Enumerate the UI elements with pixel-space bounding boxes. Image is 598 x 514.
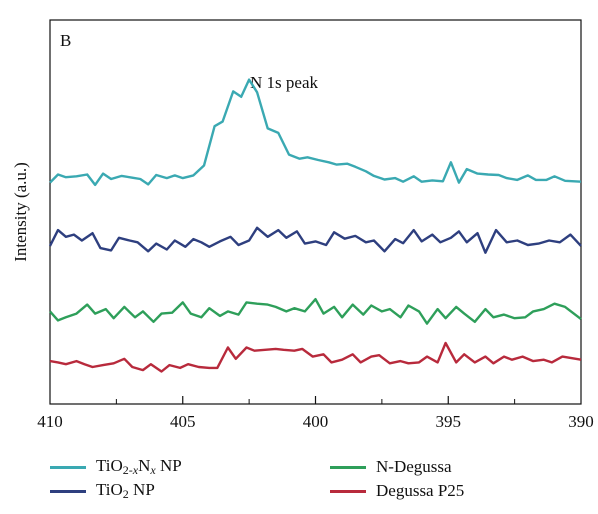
legend-swatch <box>50 465 86 469</box>
legend-item: TiO2 NP <box>50 480 155 502</box>
legend-swatch <box>330 465 366 469</box>
legend-item: N-Degussa <box>330 456 452 478</box>
series-line-2 <box>49 298 582 325</box>
legend-item: Degussa P25 <box>330 480 464 502</box>
legend-label: N-Degussa <box>376 457 452 476</box>
series-line-0 <box>49 78 582 187</box>
xps-chart: B N 1s peak Intensity (a.u.) 410 405 400 39… <box>11 19 594 431</box>
legend: TiO2-xNx NP N-Degussa TiO2 NP Degussa P25 <box>50 456 590 514</box>
legend-label: TiO2 NP <box>96 480 155 501</box>
legend-label: Degussa P25 <box>376 481 465 500</box>
series-layer <box>48 78 582 373</box>
legend-swatch <box>50 489 86 493</box>
x-tick-label: 405 <box>170 412 196 431</box>
y-axis-title: Intensity (a.u.) <box>11 162 30 262</box>
x-axis-ticks: 410 405 400 395 390 <box>37 396 594 431</box>
series-line-1 <box>48 226 582 254</box>
panel-label: B <box>60 31 71 50</box>
legend-swatch <box>330 489 366 493</box>
series-line-3 <box>49 341 582 373</box>
legend-item: TiO2-xNx NP <box>50 456 182 478</box>
x-tick-label: 395 <box>436 412 462 431</box>
peak-annotation: N 1s peak <box>250 73 318 92</box>
x-tick-label: 400 <box>303 412 329 431</box>
x-tick-label: 390 <box>568 412 594 431</box>
x-tick-label: 410 <box>37 412 63 431</box>
legend-label: TiO2-xNx NP <box>96 456 182 477</box>
